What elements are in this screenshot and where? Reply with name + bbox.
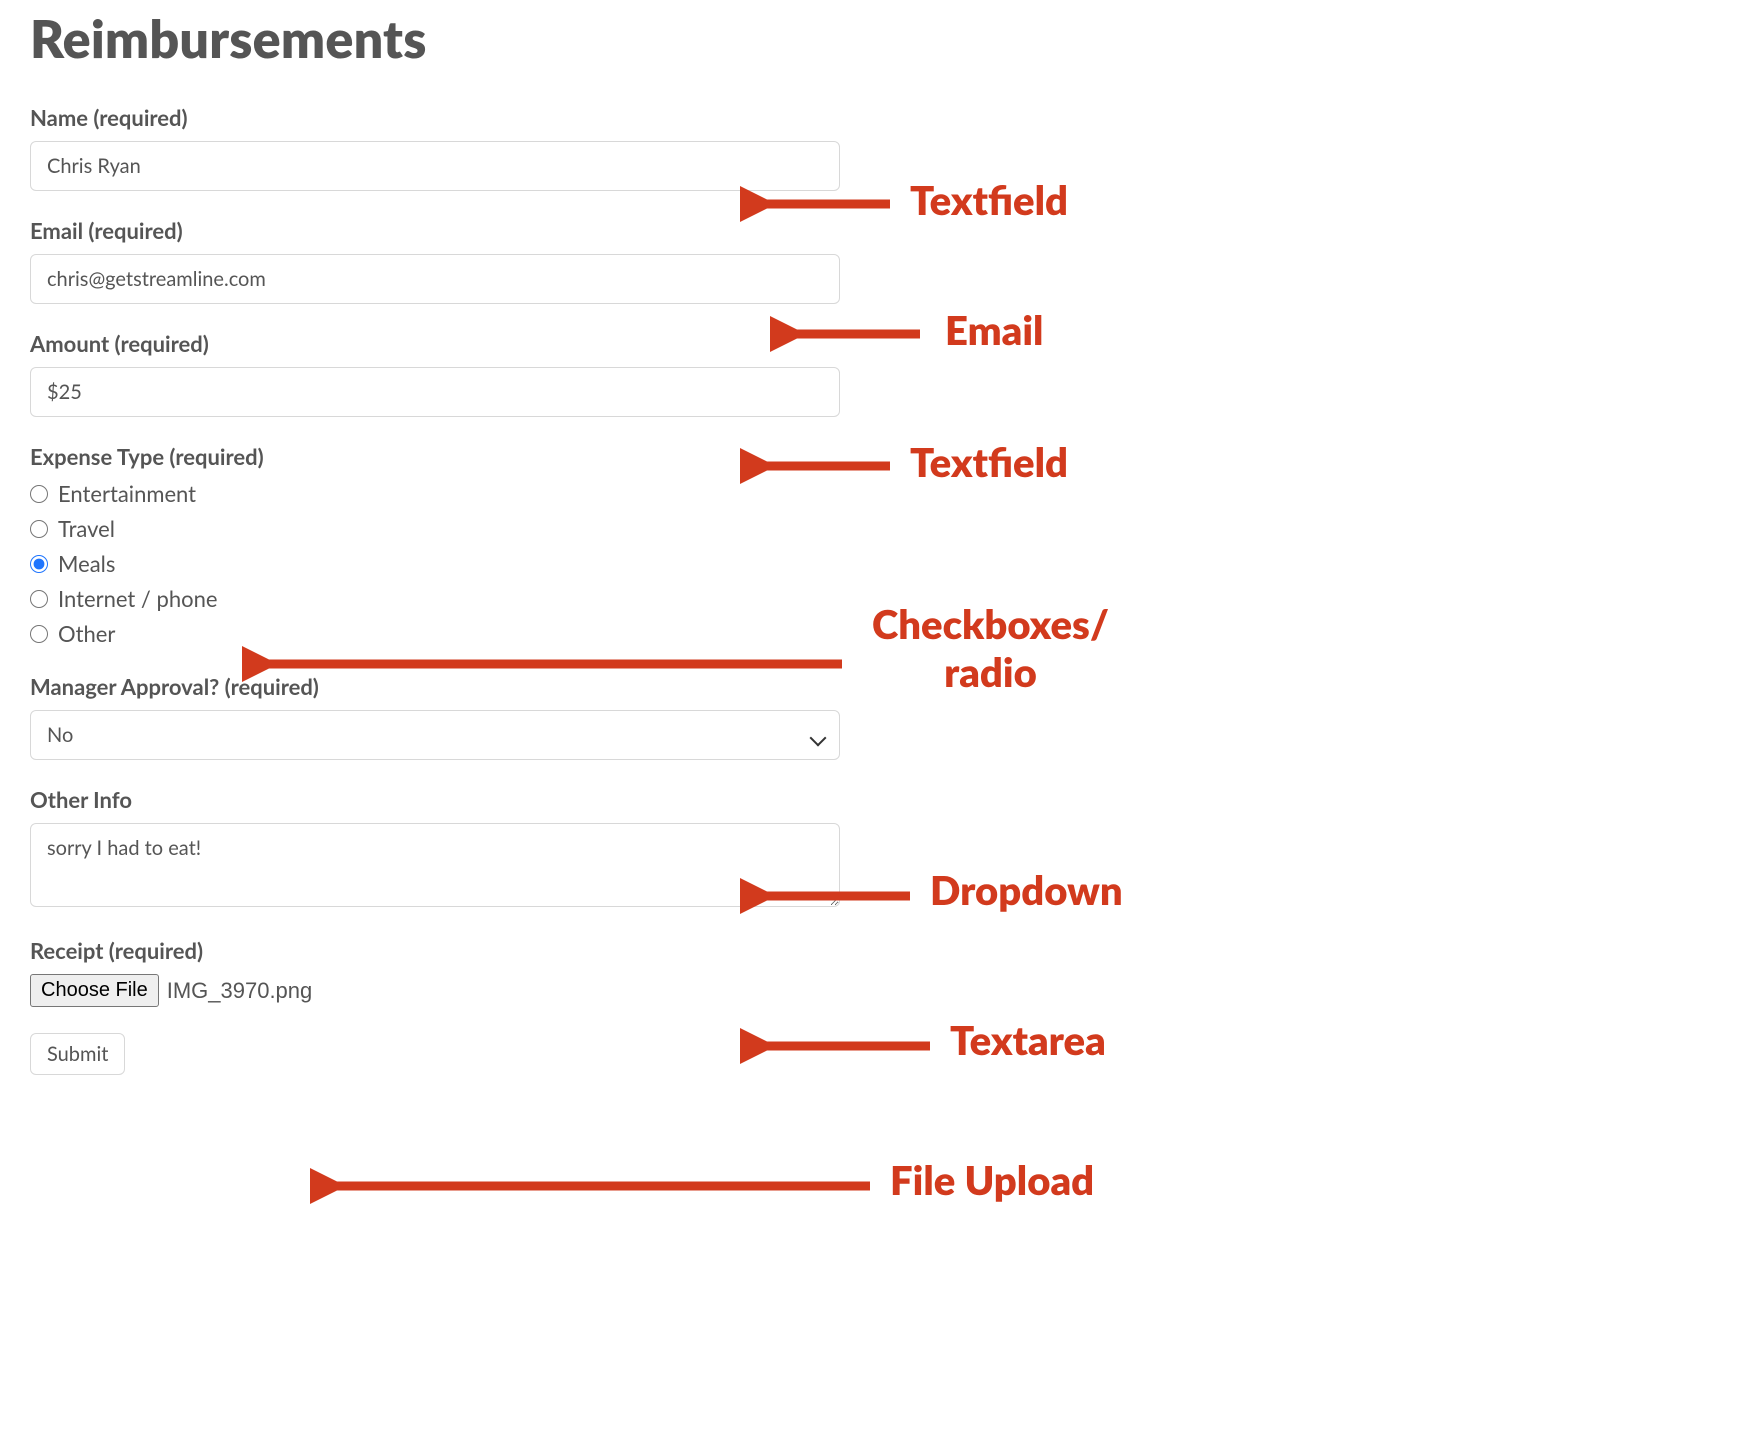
amount-label: Amount (required) <box>30 330 840 357</box>
annotation-textarea: Textarea <box>950 1016 1106 1064</box>
email-input[interactable] <box>30 254 840 304</box>
receipt-label: Receipt (required) <box>30 937 840 964</box>
expense-type-radio[interactable] <box>30 590 48 608</box>
other-info-group: Other Info <box>30 786 840 911</box>
annotation-textfield2: Textfield <box>910 438 1068 486</box>
name-label: Name (required) <box>30 104 840 131</box>
expense-type-radio[interactable] <box>30 555 48 573</box>
manager-label: Manager Approval? (required) <box>30 673 840 700</box>
selected-file-name: IMG_3970.png <box>167 978 313 1004</box>
expense-type-option-label: Internet / phone <box>58 585 217 612</box>
expense-type-option-label: Other <box>58 620 115 647</box>
page-title: Reimbursements <box>30 8 840 70</box>
expense-type-option-label: Travel <box>58 515 115 542</box>
email-group: Email (required) <box>30 217 840 304</box>
name-group: Name (required) <box>30 104 840 191</box>
name-input[interactable] <box>30 141 840 191</box>
expense-type-option-label: Meals <box>58 550 115 577</box>
expense-type-option[interactable]: Other <box>30 620 840 647</box>
annotation-email: Email <box>945 306 1043 354</box>
expense-type-option[interactable]: Travel <box>30 515 840 542</box>
expense-type-radio[interactable] <box>30 485 48 503</box>
submit-button[interactable]: Submit <box>30 1033 125 1075</box>
choose-file-button[interactable]: Choose File <box>30 974 159 1007</box>
expense-type-label: Expense Type (required) <box>30 443 840 470</box>
arrow-icon <box>310 1168 870 1204</box>
amount-input[interactable] <box>30 367 840 417</box>
email-label: Email (required) <box>30 217 840 244</box>
other-info-textarea[interactable] <box>30 823 840 907</box>
receipt-group: Receipt (required) Choose File IMG_3970.… <box>30 937 840 1007</box>
annotation-radio: Checkboxes/ radio <box>872 600 1109 696</box>
expense-type-option[interactable]: Internet / phone <box>30 585 840 612</box>
expense-type-radio[interactable] <box>30 520 48 538</box>
expense-type-option-label: Entertainment <box>58 480 196 507</box>
manager-select[interactable]: No <box>30 710 840 760</box>
expense-type-radio[interactable] <box>30 625 48 643</box>
expense-type-option[interactable]: Entertainment <box>30 480 840 507</box>
expense-type-option[interactable]: Meals <box>30 550 840 577</box>
expense-type-group: Expense Type (required) Entertainment Tra… <box>30 443 840 647</box>
annotation-dropdown: Dropdown <box>930 866 1123 914</box>
annotation-textfield: Textfield <box>910 176 1068 224</box>
manager-group: Manager Approval? (required) No <box>30 673 840 760</box>
other-info-label: Other Info <box>30 786 840 813</box>
amount-group: Amount (required) <box>30 330 840 417</box>
annotation-file: File Upload <box>890 1156 1094 1204</box>
